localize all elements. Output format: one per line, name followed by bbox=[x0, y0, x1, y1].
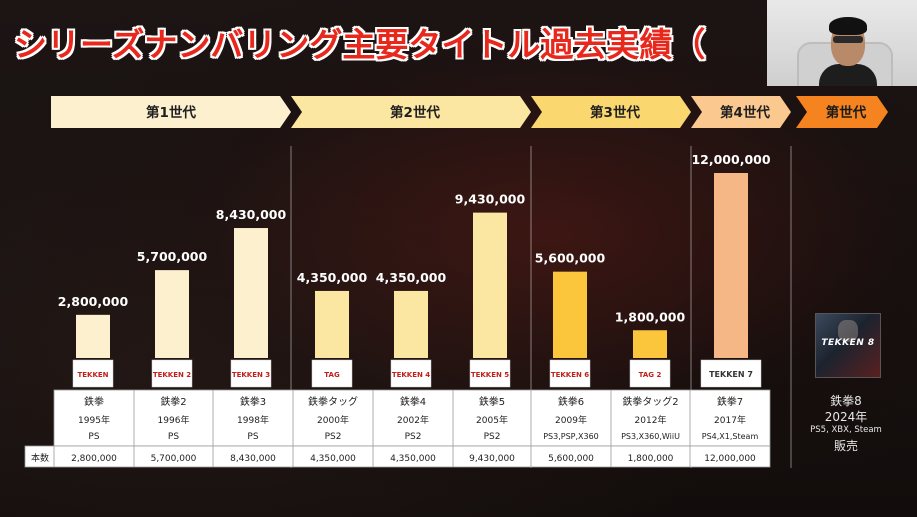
bar-value-label: 9,430,000 bbox=[455, 192, 526, 207]
generation-5-arrow bbox=[796, 96, 888, 128]
title-logo-1: TEKKEN bbox=[77, 371, 108, 379]
bar-value-label: 4,350,000 bbox=[297, 270, 368, 285]
table-title-name: 鉄拳 bbox=[84, 395, 104, 408]
table-release-year: 2017年 bbox=[714, 414, 746, 426]
table-units-value: 5,700,000 bbox=[151, 454, 197, 464]
title-logo-4: TAG bbox=[324, 371, 340, 379]
table-title-name: 鉄拳2 bbox=[160, 395, 186, 408]
table-platforms: PS3,PSP,X360 bbox=[543, 432, 599, 441]
table-title-name: 鉄拳4 bbox=[400, 395, 426, 408]
table-units-value: 9,430,000 bbox=[469, 454, 515, 464]
table-platforms: PS2 bbox=[325, 432, 342, 442]
bar-鉄拳5 bbox=[473, 212, 507, 358]
bar-鉄拳6 bbox=[553, 271, 587, 358]
table-release-year: 2009年 bbox=[555, 414, 587, 426]
bar-鉄拳 bbox=[76, 314, 110, 358]
title-logo-6: TEKKEN 5 bbox=[471, 371, 509, 379]
bar-鉄拳3 bbox=[234, 228, 268, 358]
title-logo-2: TEKKEN 2 bbox=[153, 371, 191, 379]
table-units-value: 8,430,000 bbox=[230, 454, 276, 464]
bar-鉄拳タッグ bbox=[315, 290, 349, 358]
table-platforms: PS bbox=[88, 432, 99, 442]
table-units-value: 4,350,000 bbox=[310, 454, 356, 464]
table-release-year: 1998年 bbox=[237, 414, 269, 426]
tekken8-year: 2024年 bbox=[824, 410, 868, 424]
title-logo-tile bbox=[469, 359, 511, 388]
table-platforms: PS bbox=[168, 432, 179, 442]
table-platforms: PS bbox=[247, 432, 258, 442]
title-logo-tile bbox=[230, 359, 272, 388]
cover-figure bbox=[838, 320, 858, 342]
table-row-label: 本数 bbox=[31, 452, 49, 464]
title-logo-tile bbox=[700, 359, 762, 388]
table-title-name: 鉄拳5 bbox=[479, 395, 505, 408]
table-title-name: 鉄拳6 bbox=[558, 395, 584, 408]
bar-value-label: 8,430,000 bbox=[216, 207, 287, 222]
table-platforms: PS2 bbox=[405, 432, 422, 442]
generation-3-arrow bbox=[531, 96, 691, 128]
bar-鉄拳4 bbox=[394, 290, 428, 358]
table-units-value: 5,600,000 bbox=[548, 454, 594, 464]
title-logo-9: TEKKEN 7 bbox=[709, 370, 753, 379]
title-logo-7: TEKKEN 6 bbox=[551, 371, 589, 379]
title-logo-8: TAG 2 bbox=[639, 371, 662, 379]
table-units-value: 2,800,000 bbox=[71, 454, 117, 464]
title-logo-tile bbox=[311, 359, 353, 388]
table-title-name: 鉄拳3 bbox=[240, 395, 266, 408]
table-title-name: 鉄拳タッグ bbox=[308, 395, 358, 408]
bar-value-label: 2,800,000 bbox=[58, 294, 129, 309]
generation-4-arrow bbox=[691, 96, 791, 128]
table-release-year: 2005年 bbox=[476, 414, 508, 426]
table-release-year: 2002年 bbox=[397, 414, 429, 426]
generation-2-label: 第2世代 bbox=[390, 104, 440, 121]
generation-4-label: 第4世代 bbox=[720, 104, 770, 121]
table-release-year: 2000年 bbox=[317, 414, 349, 426]
table-platforms: PS3,X360,WiiU bbox=[621, 432, 680, 441]
bar-value-label: 12,000,000 bbox=[691, 152, 770, 167]
table-units-value: 1,800,000 bbox=[628, 454, 674, 464]
table-release-year: 1996年 bbox=[158, 414, 190, 426]
title-logo-3: TEKKEN 3 bbox=[232, 371, 270, 379]
bar-鉄拳2 bbox=[155, 270, 189, 358]
table-platforms: PS2 bbox=[484, 432, 501, 442]
table-title-name: 鉄拳7 bbox=[717, 395, 743, 408]
title-logo-tile bbox=[629, 359, 671, 388]
tekken8-status: 販売 bbox=[833, 439, 858, 453]
table-platforms: PS4,X1,Steam bbox=[702, 432, 759, 441]
generation-5-label: 第世代 bbox=[826, 104, 867, 121]
title-logo-tile bbox=[151, 359, 193, 388]
generation-1-arrow bbox=[51, 96, 291, 128]
title-logo-tile bbox=[72, 359, 114, 388]
tekken8-platforms: PS5, XBX, Steam bbox=[810, 425, 882, 435]
table-units-value: 12,000,000 bbox=[704, 454, 756, 464]
table-info-row bbox=[53, 389, 771, 447]
tekken8-cover-image: TEKKEN 8 bbox=[815, 313, 881, 378]
tekken8-name: 鉄拳8 bbox=[830, 394, 862, 408]
title-logo-tile bbox=[549, 359, 591, 388]
bar-value-label: 5,700,000 bbox=[137, 249, 208, 264]
presenter-torso bbox=[819, 64, 877, 86]
tekken8-cover-logo: TEKKEN 8 bbox=[821, 338, 875, 348]
generation-2-arrow bbox=[291, 96, 531, 128]
table-units-row bbox=[24, 445, 771, 468]
bar-value-label: 5,600,000 bbox=[535, 251, 606, 266]
webcam-feed bbox=[767, 0, 917, 86]
presenter-hair bbox=[829, 17, 867, 35]
slide-title: シリーズナンバリング主要タイトル過去実績（ bbox=[14, 25, 706, 64]
bar-鉄拳タッグ2 bbox=[633, 330, 667, 358]
table-release-year: 1995年 bbox=[78, 414, 110, 426]
bar-value-label: 4,350,000 bbox=[376, 270, 447, 285]
table-units-value: 4,350,000 bbox=[390, 454, 436, 464]
presenter-glasses bbox=[833, 36, 863, 43]
generation-1-label: 第1世代 bbox=[146, 104, 196, 121]
bar-鉄拳7 bbox=[714, 173, 748, 358]
title-logo-5: TEKKEN 4 bbox=[392, 371, 430, 379]
table-title-name: 鉄拳タッグ2 bbox=[622, 395, 678, 408]
title-logo-tile bbox=[390, 359, 432, 388]
generation-3-label: 第3世代 bbox=[590, 104, 640, 121]
table-release-year: 2012年 bbox=[635, 414, 667, 426]
bar-value-label: 1,800,000 bbox=[615, 309, 686, 324]
